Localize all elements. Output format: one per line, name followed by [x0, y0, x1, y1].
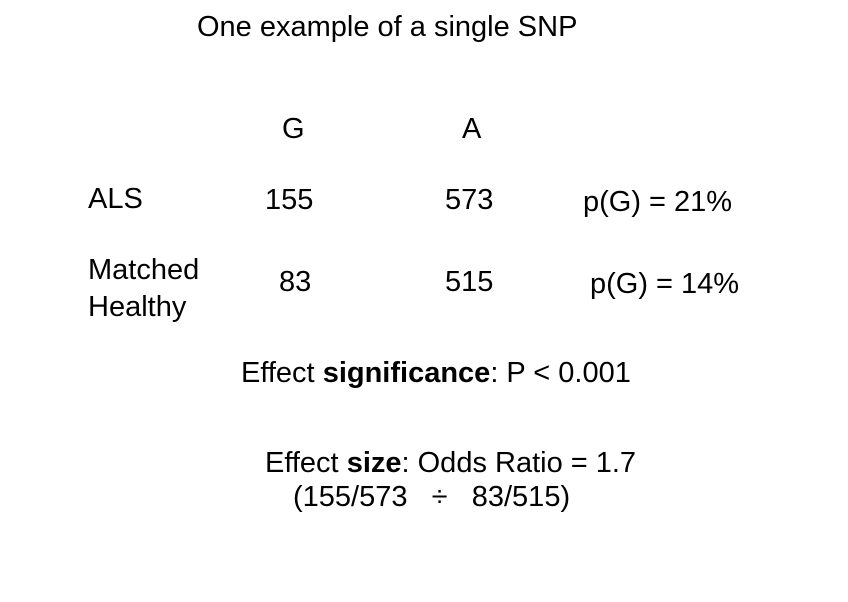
- slide-title: One example of a single SNP: [197, 11, 578, 43]
- effect-significance-bold-word: significance: [322, 357, 491, 389]
- healthy-a-count: 515: [445, 266, 494, 298]
- column-header-a-allele: A: [462, 113, 482, 145]
- effect-size-prefix: Effect: [265, 447, 347, 479]
- row-label-matched-healthy: Matched Healthy: [88, 252, 199, 326]
- effect-significance-line: Effect significance: P < 0.001: [241, 359, 631, 388]
- als-allele-frequency: p(G) = 21%: [583, 186, 733, 218]
- column-header-g-allele: G: [282, 113, 305, 145]
- effect-significance-value: : P < 0.001: [490, 357, 631, 389]
- row-label-als: ALS: [88, 183, 143, 215]
- als-a-count: 573: [445, 184, 494, 216]
- healthy-allele-frequency: p(G) = 14%: [590, 268, 740, 300]
- effect-size-bold-word: size: [346, 447, 402, 479]
- row-label-matched-healthy-line1: Matched: [88, 254, 200, 286]
- row-label-matched-healthy-line2: Healthy: [88, 291, 187, 323]
- healthy-g-count: 83: [279, 266, 312, 298]
- effect-size-value: : Odds Ratio = 1.7: [401, 447, 637, 479]
- als-g-count: 155: [265, 184, 314, 216]
- effect-size-line: Effect size: Odds Ratio = 1.7: [265, 449, 636, 478]
- odds-ratio-calculation: (155/573 ÷ 83/515): [293, 481, 571, 513]
- effect-significance-prefix: Effect: [241, 357, 323, 389]
